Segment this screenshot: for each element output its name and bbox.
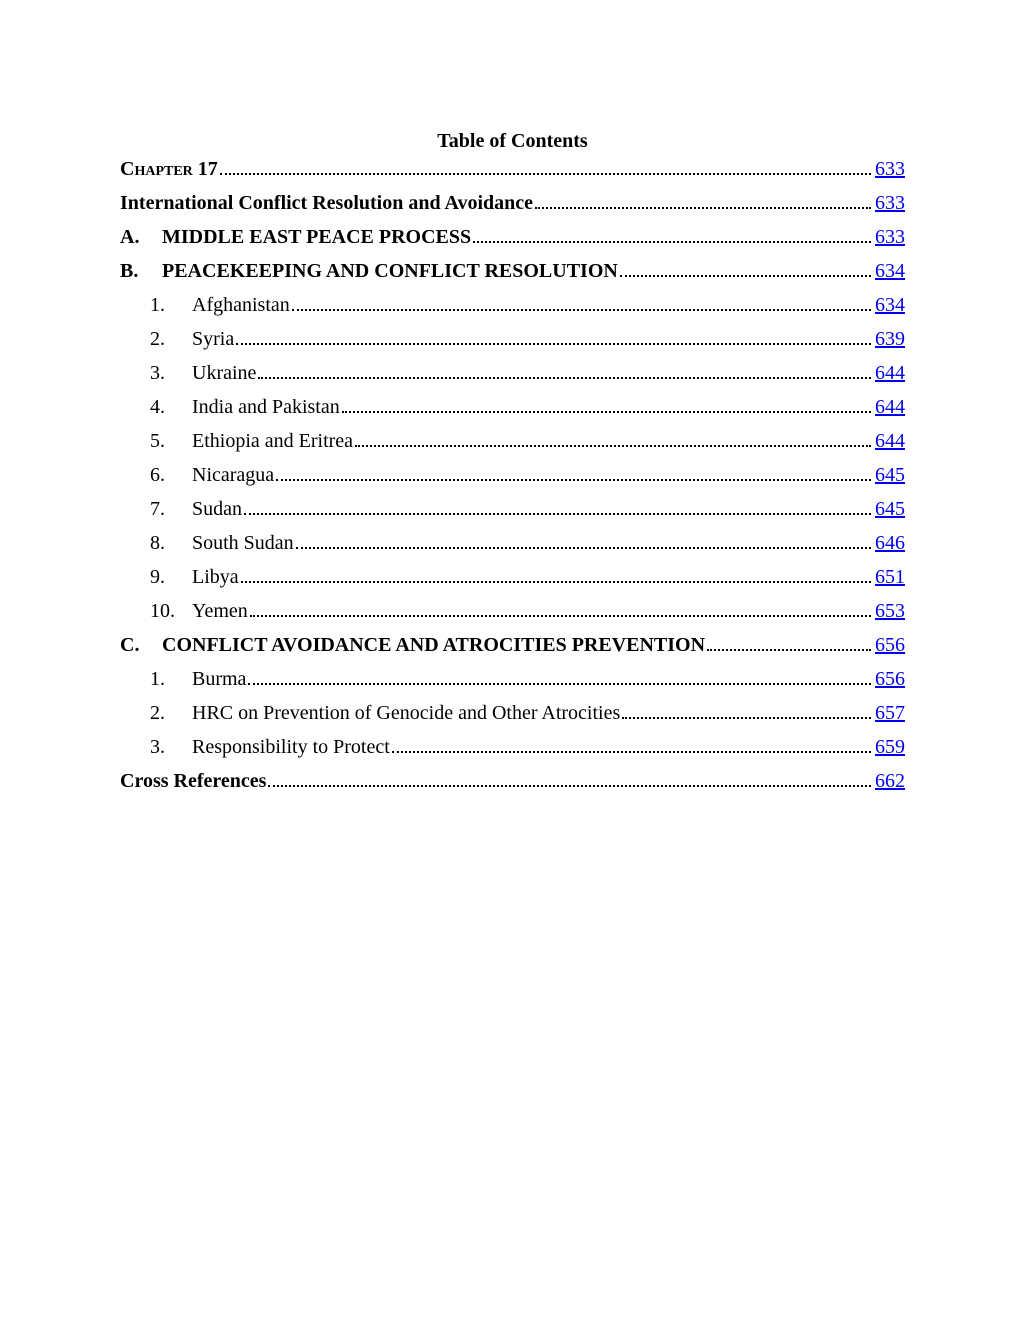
toc-page-link[interactable]: 634: [875, 261, 905, 281]
toc-entry-label: MIDDLE EAST PEACE PROCESS: [162, 227, 471, 247]
toc-entry-label: Ukraine: [192, 363, 256, 383]
document-page: Table of Contents Chapter 17 633 Internati…: [0, 0, 1020, 865]
toc-entry-marker: 1.: [150, 669, 184, 689]
toc-entry: C. CONFLICT AVOIDANCE AND ATROCITIES PREV…: [120, 635, 905, 655]
toc-entry: B. PEACEKEEPING AND CONFLICT RESOLUTION 63…: [120, 261, 905, 281]
toc-entry-marker: 10.: [150, 601, 184, 621]
toc-entry-marker: A.: [120, 227, 154, 247]
toc-entry: 5. Ethiopia and Eritrea 644: [120, 431, 905, 451]
toc-page-link[interactable]: 633: [875, 159, 905, 179]
toc-page-link[interactable]: 662: [875, 771, 905, 791]
toc-entry: 6. Nicaragua 645: [120, 465, 905, 485]
toc-page-link[interactable]: 657: [875, 703, 905, 723]
toc-entry: 3. Responsibility to Protect 659: [120, 737, 905, 757]
toc-leader-dots: [268, 785, 871, 787]
toc-entry-label: PEACEKEEPING AND CONFLICT RESOLUTION: [162, 261, 618, 281]
toc-page-link[interactable]: 645: [875, 465, 905, 485]
toc-entry-marker: 2.: [150, 703, 184, 723]
toc-entry: 8. South Sudan 646: [120, 533, 905, 553]
toc-entry-marker: 8.: [150, 533, 184, 553]
toc-entry-marker: 3.: [150, 363, 184, 383]
toc-entry-label: Yemen: [192, 601, 248, 621]
toc-entry: 1. Afghanistan 634: [120, 295, 905, 315]
toc-entry-marker: 6.: [150, 465, 184, 485]
toc-page-link[interactable]: 645: [875, 499, 905, 519]
toc-entry-label: Cross References: [120, 771, 266, 791]
toc-entry-label: Responsibility to Protect: [192, 737, 390, 757]
toc-leader-dots: [241, 581, 871, 583]
toc-leader-dots: [620, 275, 871, 277]
toc-entry: 1. Burma 656: [120, 669, 905, 689]
toc-page-link[interactable]: 634: [875, 295, 905, 315]
toc-leader-dots: [248, 683, 871, 685]
toc-entry-label: Libya: [192, 567, 239, 587]
toc-leader-dots: [292, 309, 871, 311]
toc-leader-dots: [258, 377, 871, 379]
toc-entry: 10. Yemen 653: [120, 601, 905, 621]
toc-leader-dots: [392, 751, 871, 753]
toc-entry-label: Syria: [192, 329, 234, 349]
toc-page-link[interactable]: 644: [875, 363, 905, 383]
toc-leader-dots: [236, 343, 871, 345]
toc-entry: A. MIDDLE EAST PEACE PROCESS 633: [120, 227, 905, 247]
toc-entry-marker: B.: [120, 261, 154, 281]
toc-leader-dots: [535, 207, 871, 209]
toc-entry-marker: 9.: [150, 567, 184, 587]
toc-entry-marker: 3.: [150, 737, 184, 757]
toc-entry-label: Nicaragua: [192, 465, 274, 485]
toc-leader-dots: [276, 479, 871, 481]
toc-leader-dots: [355, 445, 871, 447]
toc-page-link[interactable]: 633: [875, 227, 905, 247]
toc-page-link[interactable]: 646: [875, 533, 905, 553]
toc-entry: International Conflict Resolution and Av…: [120, 193, 905, 213]
toc-entry-marker: 5.: [150, 431, 184, 451]
toc-leader-dots: [473, 241, 871, 243]
toc-entry-label: HRC on Prevention of Genocide and Other …: [192, 703, 620, 723]
toc-entry: 7. Sudan 645: [120, 499, 905, 519]
toc-leader-dots: [622, 717, 871, 719]
toc-page-link[interactable]: 633: [875, 193, 905, 213]
toc-list: Chapter 17 633 International Conflict Reso…: [120, 159, 905, 791]
toc-page-link[interactable]: 656: [875, 635, 905, 655]
toc-entry-label: Sudan: [192, 499, 242, 519]
toc-entry-label: Ethiopia and Eritrea: [192, 431, 353, 451]
toc-leader-dots: [342, 411, 871, 413]
toc-entry-marker: 1.: [150, 295, 184, 315]
toc-entry: Chapter 17 633: [120, 159, 905, 179]
toc-leader-dots: [220, 173, 871, 175]
toc-entry-marker: 7.: [150, 499, 184, 519]
toc-entry: 9. Libya 651: [120, 567, 905, 587]
toc-entry-label: Chapter 17: [120, 159, 218, 179]
toc-entry-label: India and Pakistan: [192, 397, 340, 417]
toc-entry: 4. India and Pakistan 644: [120, 397, 905, 417]
toc-leader-dots: [244, 513, 871, 515]
toc-entry-label: CONFLICT AVOIDANCE AND ATROCITIES PREVEN…: [162, 635, 705, 655]
toc-page-link[interactable]: 656: [875, 669, 905, 689]
toc-page-link[interactable]: 659: [875, 737, 905, 757]
toc-page-link[interactable]: 653: [875, 601, 905, 621]
toc-page-link[interactable]: 651: [875, 567, 905, 587]
toc-entry-label: Afghanistan: [192, 295, 290, 315]
toc-leader-dots: [296, 547, 871, 549]
toc-entry: 3. Ukraine 644: [120, 363, 905, 383]
toc-entry: 2. Syria 639: [120, 329, 905, 349]
toc-entry-label: International Conflict Resolution and Av…: [120, 193, 533, 213]
toc-entry-label: South Sudan: [192, 533, 294, 553]
toc-entry: 2. HRC on Prevention of Genocide and Othe…: [120, 703, 905, 723]
toc-page-link[interactable]: 644: [875, 431, 905, 451]
toc-page-link[interactable]: 644: [875, 397, 905, 417]
toc-entry-marker: C.: [120, 635, 154, 655]
toc-title: Table of Contents: [120, 130, 905, 153]
toc-leader-dots: [707, 649, 871, 651]
toc-entry-label: Burma: [192, 669, 246, 689]
toc-entry-marker: 4.: [150, 397, 184, 417]
toc-page-link[interactable]: 639: [875, 329, 905, 349]
toc-entry: Cross References 662: [120, 771, 905, 791]
toc-entry-marker: 2.: [150, 329, 184, 349]
toc-leader-dots: [250, 615, 871, 617]
